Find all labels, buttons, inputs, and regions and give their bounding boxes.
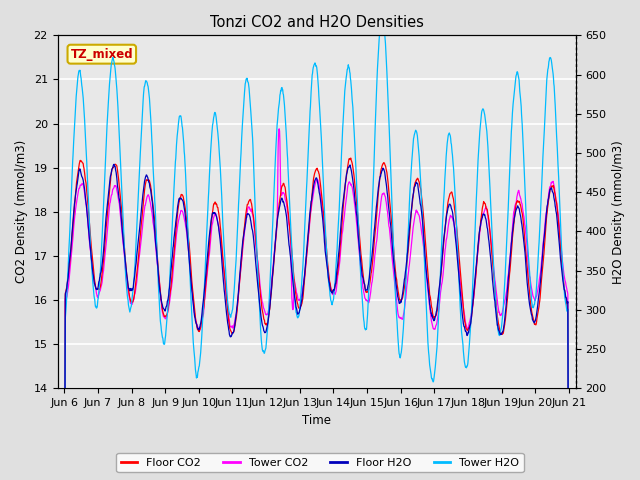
Tower CO2 [229,325,237,331]
Tower H2O [173,142,180,148]
Tower CO2 [506,262,513,268]
Floor CO2 [161,313,168,319]
Tower H2O [229,303,237,309]
Tower CO2 [275,126,283,132]
Floor CO2 [347,155,355,161]
Y-axis label: CO2 Density (mmol/m3): CO2 Density (mmol/m3) [15,140,28,284]
Line: Tower H2O: Tower H2O [64,23,569,480]
Tower CO2 [461,313,468,319]
Floor H2O [461,325,468,331]
Floor H2O [173,211,180,217]
Y-axis label: H2O Density (mmol/m3): H2O Density (mmol/m3) [612,140,625,284]
Line: Tower CO2: Tower CO2 [64,129,569,480]
Tower H2O [378,20,385,25]
Floor H2O [229,330,237,336]
Title: Tonzi CO2 and H2O Densities: Tonzi CO2 and H2O Densities [210,15,424,30]
X-axis label: Time: Time [302,414,331,427]
Floor H2O [395,298,403,304]
Tower H2O [395,348,403,353]
Floor H2O [506,265,513,271]
Tower H2O [506,177,513,182]
Tower CO2 [161,314,168,320]
Line: Floor CO2: Floor CO2 [64,158,569,480]
Floor CO2 [506,275,513,280]
Floor CO2 [395,293,403,299]
Line: Floor H2O: Floor H2O [64,164,569,480]
Floor H2O [110,161,118,167]
Floor CO2 [173,221,180,227]
Tower CO2 [173,231,180,237]
Tower H2O [161,341,168,347]
Floor CO2 [461,318,468,324]
Text: TZ_mixed: TZ_mixed [70,48,133,60]
Legend: Floor CO2, Tower CO2, Floor H2O, Tower H2O: Floor CO2, Tower CO2, Floor H2O, Tower H… [116,453,524,472]
Floor H2O [161,307,168,312]
Tower CO2 [395,314,403,320]
Floor CO2 [229,330,237,336]
Tower H2O [461,360,468,366]
